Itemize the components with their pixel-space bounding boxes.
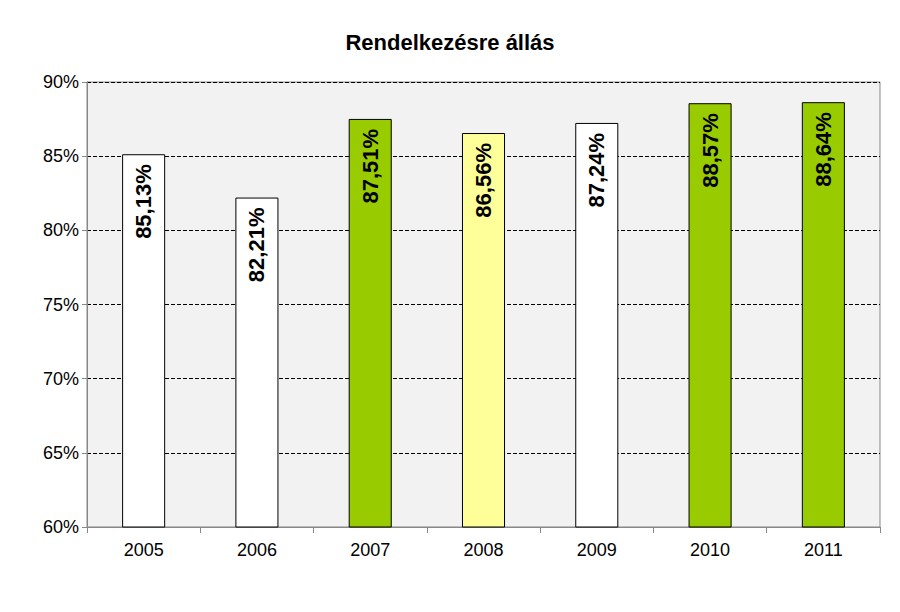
svg-text:65%: 65% <box>43 443 79 463</box>
svg-text:75%: 75% <box>43 295 79 315</box>
svg-text:86,56%: 86,56% <box>471 143 496 218</box>
svg-text:Rendelkezésre állás: Rendelkezésre állás <box>345 30 554 55</box>
svg-text:87,24%: 87,24% <box>584 133 609 208</box>
svg-text:2005: 2005 <box>124 540 164 560</box>
svg-text:2011: 2011 <box>804 540 843 560</box>
svg-text:2006: 2006 <box>237 540 277 560</box>
svg-text:90%: 90% <box>43 72 79 92</box>
svg-text:2007: 2007 <box>350 540 390 560</box>
svg-text:2009: 2009 <box>577 540 617 560</box>
svg-text:87,51%: 87,51% <box>358 129 383 204</box>
svg-text:85,13%: 85,13% <box>131 164 156 239</box>
svg-text:85%: 85% <box>43 146 79 166</box>
svg-text:70%: 70% <box>43 369 79 389</box>
svg-text:80%: 80% <box>43 220 79 240</box>
svg-text:88,64%: 88,64% <box>811 112 836 187</box>
svg-text:2010: 2010 <box>690 540 730 560</box>
svg-text:2008: 2008 <box>463 540 503 560</box>
svg-text:82,21%: 82,21% <box>244 208 269 283</box>
svg-text:60%: 60% <box>43 517 79 537</box>
svg-text:88,57%: 88,57% <box>698 113 723 188</box>
